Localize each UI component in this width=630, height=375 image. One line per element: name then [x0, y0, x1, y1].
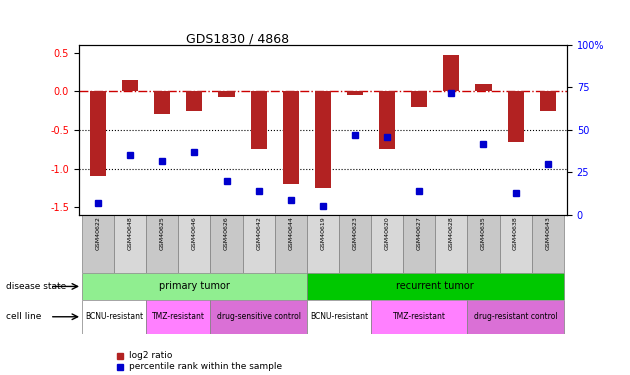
FancyBboxPatch shape: [500, 215, 532, 273]
Bar: [508, 92, 524, 141]
FancyBboxPatch shape: [114, 215, 146, 273]
Text: TMZ-resistant: TMZ-resistant: [392, 312, 446, 321]
Bar: [347, 92, 363, 95]
FancyBboxPatch shape: [532, 215, 564, 273]
FancyBboxPatch shape: [307, 215, 339, 273]
Bar: [251, 92, 266, 149]
Bar: [315, 92, 331, 188]
FancyBboxPatch shape: [210, 215, 243, 273]
Text: GSM40638: GSM40638: [513, 217, 518, 250]
Bar: [186, 92, 202, 111]
Text: BCNU-resistant: BCNU-resistant: [310, 312, 368, 321]
FancyBboxPatch shape: [403, 215, 435, 273]
Text: GSM40619: GSM40619: [321, 217, 325, 250]
Text: GSM40625: GSM40625: [160, 217, 165, 250]
FancyBboxPatch shape: [307, 300, 371, 334]
FancyBboxPatch shape: [210, 300, 307, 334]
Text: GSM40646: GSM40646: [192, 217, 197, 250]
Bar: [411, 92, 427, 107]
FancyBboxPatch shape: [178, 215, 210, 273]
Text: GDS1830 / 4868: GDS1830 / 4868: [186, 32, 289, 45]
Bar: [122, 80, 138, 92]
FancyBboxPatch shape: [82, 273, 307, 300]
Bar: [219, 92, 234, 98]
Text: primary tumor: primary tumor: [159, 281, 230, 291]
Bar: [379, 92, 395, 149]
Text: GSM40623: GSM40623: [353, 217, 357, 250]
Text: GSM40635: GSM40635: [481, 217, 486, 250]
Bar: [283, 92, 299, 184]
FancyBboxPatch shape: [307, 273, 564, 300]
FancyBboxPatch shape: [371, 300, 467, 334]
FancyBboxPatch shape: [467, 300, 564, 334]
Bar: [90, 92, 106, 176]
Text: GSM40626: GSM40626: [224, 217, 229, 250]
Text: GSM40622: GSM40622: [96, 217, 101, 250]
FancyBboxPatch shape: [146, 300, 210, 334]
Text: GSM40642: GSM40642: [256, 217, 261, 250]
Text: GSM40648: GSM40648: [128, 217, 133, 250]
Bar: [476, 84, 491, 92]
FancyBboxPatch shape: [467, 215, 500, 273]
Text: GSM40620: GSM40620: [385, 217, 389, 250]
FancyBboxPatch shape: [82, 215, 114, 273]
Text: TMZ-resistant: TMZ-resistant: [152, 312, 205, 321]
Text: GSM40644: GSM40644: [289, 217, 293, 250]
Text: log2 ratio: log2 ratio: [129, 351, 173, 360]
Text: drug-sensitive control: drug-sensitive control: [217, 312, 301, 321]
FancyBboxPatch shape: [82, 300, 146, 334]
FancyBboxPatch shape: [243, 215, 275, 273]
FancyBboxPatch shape: [435, 215, 467, 273]
Bar: [444, 55, 459, 92]
Text: GSM40628: GSM40628: [449, 217, 454, 250]
Text: percentile rank within the sample: percentile rank within the sample: [129, 362, 282, 371]
Text: drug-resistant control: drug-resistant control: [474, 312, 558, 321]
Text: GSM40643: GSM40643: [545, 217, 550, 250]
FancyBboxPatch shape: [146, 215, 178, 273]
Bar: [154, 92, 170, 114]
Text: GSM40627: GSM40627: [416, 217, 421, 250]
FancyBboxPatch shape: [371, 215, 403, 273]
FancyBboxPatch shape: [275, 215, 307, 273]
Bar: [540, 92, 556, 111]
Text: disease state: disease state: [6, 282, 67, 291]
Text: cell line: cell line: [6, 312, 42, 321]
FancyBboxPatch shape: [339, 215, 371, 273]
Text: recurrent tumor: recurrent tumor: [396, 281, 474, 291]
Text: BCNU-resistant: BCNU-resistant: [85, 312, 143, 321]
